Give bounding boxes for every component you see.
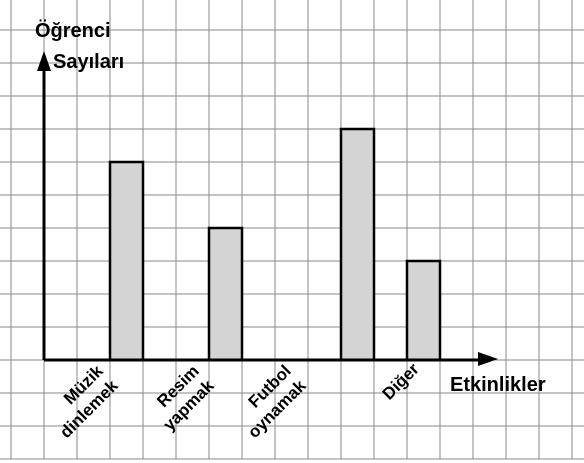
bar-1: [207, 226, 244, 362]
x-axis-title: Etkinlikler: [450, 374, 546, 396]
x-tick-label-group-3: Diğer: [379, 359, 423, 403]
y-axis-arrow: [37, 51, 51, 71]
bar-3: [405, 259, 442, 362]
bar-0: [108, 160, 145, 362]
x-tick-label-3-line-0: Diğer: [379, 359, 423, 403]
y-axis-title-line-2: Sayıları: [53, 51, 124, 73]
x-axis-arrow: [478, 352, 498, 366]
y-axis-title-line-1: Öğrenci: [35, 19, 111, 42]
axes: [37, 51, 498, 366]
bar-2: [339, 127, 376, 362]
